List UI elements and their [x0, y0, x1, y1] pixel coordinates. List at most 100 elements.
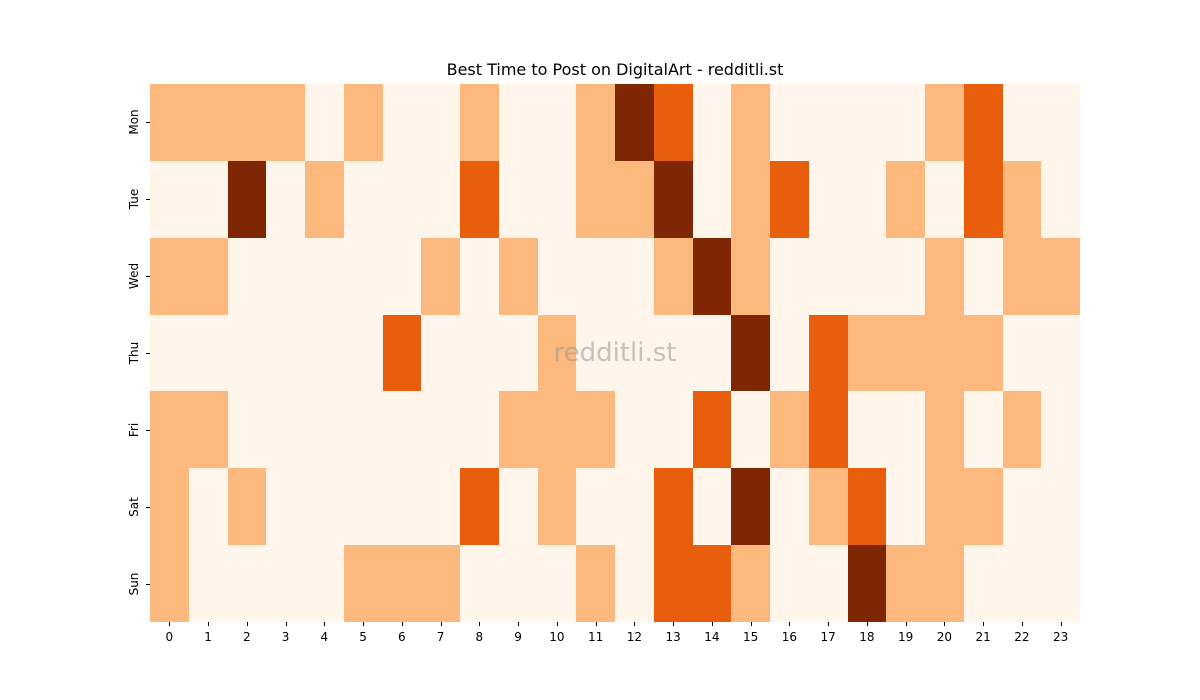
- x-tick: [324, 622, 326, 626]
- x-tick: [1060, 622, 1062, 626]
- heatmap-cell: [1002, 160, 1042, 238]
- x-tick: [479, 622, 481, 626]
- y-tick: [146, 583, 150, 585]
- heatmap-cell: [382, 314, 422, 392]
- heatmap-cell: [188, 237, 228, 315]
- heatmap-cell: [653, 237, 693, 315]
- x-tick: [828, 622, 830, 626]
- heatmap-cell: [227, 468, 267, 546]
- x-tick-label: 15: [742, 630, 759, 644]
- heatmap-cell: [460, 84, 499, 161]
- heatmap-cell: [343, 391, 383, 469]
- heatmap-cell: [227, 84, 267, 161]
- y-tick-label: Sat: [127, 496, 141, 517]
- heatmap-cell: [731, 314, 770, 392]
- heatmap-cell: [1041, 160, 1080, 238]
- heatmap-cell: [925, 468, 964, 546]
- heatmap-cell: [1041, 237, 1080, 315]
- heatmap-cell: [498, 468, 538, 546]
- heatmap-cell: [150, 545, 189, 622]
- heatmap-cell: [266, 468, 305, 546]
- x-tick: [401, 622, 403, 626]
- heatmap-cell: [1041, 84, 1080, 161]
- heatmap-cell: [576, 237, 615, 315]
- heatmap-cell: [266, 314, 305, 392]
- heatmap-cell: [421, 237, 460, 315]
- x-tick-label: 3: [281, 630, 290, 644]
- heatmap-cell: [382, 545, 422, 622]
- heatmap-cell: [692, 160, 732, 238]
- heatmap-cell: [770, 391, 809, 469]
- heatmap-cell: [537, 160, 577, 238]
- heatmap-cell: [1002, 84, 1042, 161]
- heatmap-cell: [692, 545, 732, 622]
- heatmap-cell: [227, 237, 267, 315]
- x-tick-label: 5: [359, 630, 367, 644]
- heatmap-cell: [963, 237, 1003, 315]
- heatmap-cell: [498, 237, 538, 315]
- heatmap-cell: [731, 391, 770, 469]
- x-tick-label: 18: [859, 630, 875, 644]
- y-tick: [146, 353, 150, 354]
- heatmap-cell: [188, 391, 228, 469]
- x-tick: [518, 622, 520, 626]
- heatmap-cell: [808, 160, 848, 238]
- heatmap-cell: [1002, 545, 1042, 622]
- heatmap-cell: [266, 160, 305, 238]
- x-tick-label: 14: [704, 630, 720, 644]
- x-tick: [789, 622, 791, 626]
- heatmap-grid: [150, 84, 1080, 622]
- x-tick-label: 1: [204, 630, 212, 644]
- x-tick-label: 17: [820, 630, 836, 644]
- heatmap-cell: [653, 468, 693, 546]
- x-tick-label: 0: [165, 630, 174, 644]
- heatmap-cell: [731, 237, 770, 315]
- heatmap-cell: [886, 545, 925, 622]
- heatmap-cell: [847, 84, 887, 161]
- heatmap-cell: [537, 314, 577, 392]
- heatmap-cell: [886, 237, 925, 315]
- heatmap-cell: [1041, 314, 1080, 392]
- heatmap-cell: [305, 468, 344, 546]
- x-tick-label: 20: [936, 630, 953, 644]
- heatmap-cell: [576, 160, 615, 238]
- heatmap-cell: [615, 84, 654, 161]
- heatmap-cell: [692, 237, 732, 315]
- heatmap-cell: [150, 391, 189, 469]
- x-tick-label: 12: [626, 630, 643, 644]
- heatmap-cell: [847, 545, 887, 622]
- heatmap-cell: [576, 314, 615, 392]
- heatmap-cell: [537, 468, 577, 546]
- x-tick: [363, 622, 365, 626]
- heatmap-cell: [886, 160, 925, 238]
- heatmap-cell: [692, 391, 732, 469]
- heatmap-cell: [266, 237, 305, 315]
- heatmap-cell: [615, 545, 654, 622]
- heatmap-cell: [188, 545, 228, 622]
- heatmap-cell: [305, 160, 344, 238]
- watermark: redditli.st: [553, 338, 677, 368]
- heatmap-cell: [227, 160, 267, 238]
- heatmap-cell: [305, 314, 344, 392]
- heatmap-cell: [615, 160, 654, 238]
- heatmap-cell: [886, 84, 925, 161]
- heatmap-cell: [615, 237, 654, 315]
- heatmap-cell: [963, 160, 1003, 238]
- heatmap-cell: [498, 545, 538, 622]
- y-tick: [146, 276, 150, 278]
- heatmap-cell: [150, 468, 189, 546]
- heatmap-cell: [653, 545, 693, 622]
- heatmap-cell: [498, 160, 538, 238]
- heatmap-cell: [1041, 391, 1080, 469]
- heatmap-cell: [150, 237, 189, 315]
- x-tick-label: 22: [1014, 630, 1030, 644]
- heatmap-cell: [498, 391, 538, 469]
- heatmap-cell: [382, 84, 422, 161]
- heatmap-cell: [188, 84, 228, 161]
- heatmap-cell: [498, 314, 538, 392]
- y-tick: [146, 506, 150, 508]
- heatmap-cell: [421, 545, 460, 622]
- y-tick-label: Wed: [127, 263, 141, 290]
- heatmap-cell: [188, 314, 228, 392]
- x-tick: [944, 622, 946, 626]
